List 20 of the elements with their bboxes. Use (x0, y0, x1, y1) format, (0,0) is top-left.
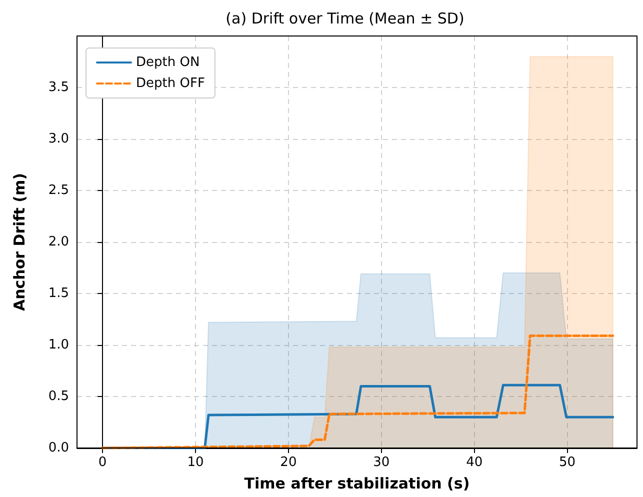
y-tick-label: 0.0 (48, 440, 69, 456)
y-tick-label: 1.0 (48, 338, 69, 352)
y-tick-label: 2.5 (48, 183, 69, 198)
y-tick-label: 2.0 (48, 234, 69, 250)
x-tick-label: 40 (466, 455, 483, 470)
y-tick-label: 1.5 (48, 286, 69, 301)
y-axis-title: Anchor Drift (m) (10, 172, 28, 312)
x-tick-label: 10 (187, 455, 204, 470)
y-tick-label: 3.0 (48, 132, 69, 146)
chart-title: (a) Drift over Time (Mean ± SD) (226, 10, 464, 28)
x-tick-label: 30 (373, 455, 390, 470)
y-tick-label: 3.5 (48, 80, 69, 95)
x-axis-title: Time after stabilization (s) (244, 474, 470, 492)
x-tick-label: 0 (98, 455, 107, 470)
legend-label: Depth OFF (136, 76, 205, 91)
x-tick-label: 50 (559, 455, 576, 470)
x-tick-label: 20 (280, 455, 297, 470)
y-tick-label: 0.5 (48, 389, 69, 404)
line-series (101, 334, 614, 450)
legend-label: Depth ON (136, 55, 200, 70)
